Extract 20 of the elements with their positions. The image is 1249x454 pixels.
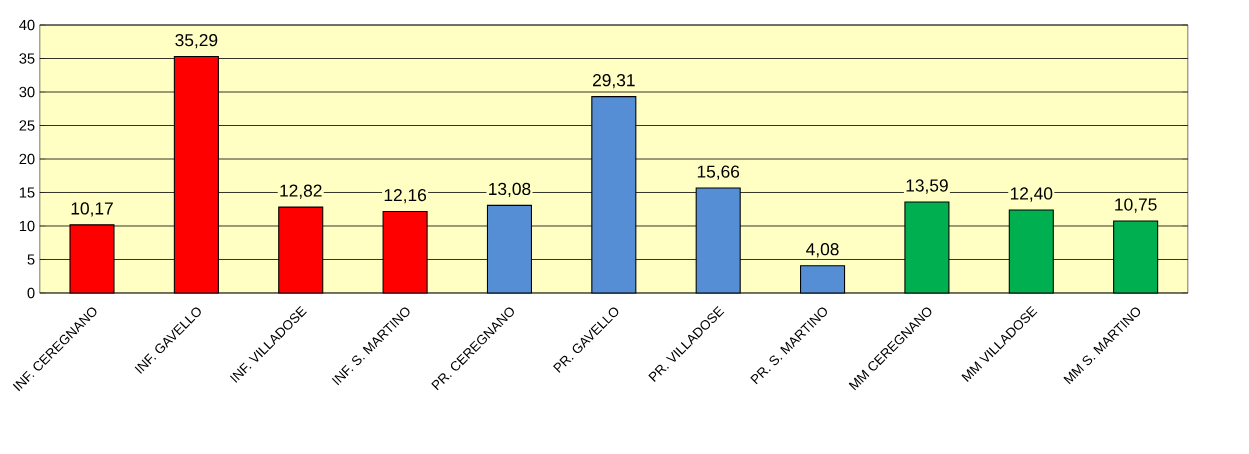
y-tick-label: 20	[19, 153, 35, 165]
data-label: 35,29	[175, 33, 218, 49]
data-label: 29,31	[593, 74, 635, 89]
data-label: 10,75	[1115, 198, 1157, 213]
y-tick-label: 25	[19, 120, 35, 131]
data-label: 10,17	[71, 202, 113, 217]
data-label: 15,66	[697, 165, 740, 180]
y-tick-label: 5	[27, 254, 35, 265]
y-tick-label: 10	[19, 220, 35, 232]
data-label: 13,59	[906, 179, 948, 194]
y-tick-label: 15	[19, 187, 35, 198]
y-tick-label: 0	[27, 287, 35, 299]
data-label: 12,40	[1010, 187, 1053, 202]
y-tick-label: 30	[19, 86, 35, 98]
data-label: 12,16	[384, 188, 427, 204]
y-tick-label: 40	[19, 19, 35, 31]
data-label: 13,08	[489, 182, 531, 198]
data-label: 4,08	[806, 243, 839, 258]
data-label: 12,82	[280, 184, 322, 199]
y-tick-label: 35	[19, 53, 35, 64]
